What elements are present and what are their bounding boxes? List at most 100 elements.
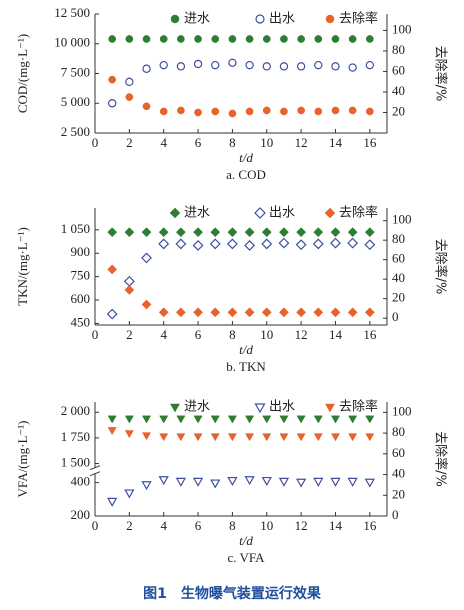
data-point	[193, 415, 203, 424]
data-point	[262, 433, 272, 442]
data-point	[227, 307, 238, 318]
axis-break	[89, 465, 101, 477]
data-point	[279, 433, 289, 442]
data-point	[193, 433, 203, 442]
data-point	[347, 307, 358, 318]
data-point	[176, 415, 186, 424]
y2-tick-label: 100	[392, 21, 412, 36]
data-point	[296, 307, 307, 318]
data-point	[141, 415, 152, 424]
data-point	[279, 62, 289, 71]
data-point	[330, 237, 341, 249]
data-point	[331, 62, 340, 71]
data-point	[330, 477, 341, 487]
data-point	[124, 489, 135, 499]
data-point	[158, 307, 169, 318]
y-tick-label: 900	[71, 244, 91, 259]
data-point	[245, 35, 254, 43]
x-tick-label: 2	[126, 518, 133, 533]
y-tick-label: 7 500	[61, 64, 90, 79]
data-point	[175, 238, 187, 250]
data-point	[141, 432, 152, 441]
data-point	[261, 307, 272, 318]
y2-tick-label: 20	[392, 290, 405, 305]
x-tick-label: 2	[126, 327, 133, 342]
data-point	[365, 433, 375, 442]
x-tick-label: 6	[195, 327, 202, 342]
legend-marker	[324, 207, 336, 219]
y2-tick-label: 40	[392, 466, 405, 481]
y-axis-label: COD/(mg·L⁻¹)	[15, 34, 30, 113]
data-point	[297, 106, 305, 115]
data-point	[278, 307, 289, 318]
data-point	[141, 227, 152, 238]
y2-tick-label: 80	[392, 424, 405, 439]
data-point	[312, 238, 324, 250]
x-axis-label: t/d	[239, 150, 253, 165]
data-point	[245, 60, 254, 70]
data-point	[278, 477, 290, 487]
x-tick-label: 8	[229, 518, 236, 533]
data-point	[280, 107, 288, 116]
data-point	[107, 227, 118, 238]
legend-marker	[255, 14, 265, 24]
data-point	[123, 275, 135, 287]
data-point	[124, 284, 135, 295]
data-point	[296, 62, 306, 71]
data-point	[210, 307, 221, 318]
data-point	[192, 239, 204, 251]
y-tick-label: 1 750	[61, 429, 90, 444]
data-point	[347, 227, 358, 238]
data-point	[107, 99, 117, 108]
y-tick-label: 400	[71, 474, 91, 489]
data-point	[348, 415, 358, 424]
y2-axis-label: 去除率/%	[433, 46, 449, 102]
y2-tick-label: 80	[392, 231, 405, 246]
legend-marker	[170, 14, 180, 24]
x-axis-label: t/d	[239, 342, 253, 357]
data-point	[107, 497, 118, 507]
data-point	[330, 433, 341, 442]
x-tick-label: 16	[363, 518, 377, 533]
x-tick-label: 12	[295, 135, 308, 150]
data-point	[297, 35, 305, 43]
y2-tick-label: 20	[392, 103, 405, 118]
y2-tick-label: 20	[392, 486, 405, 501]
data-point	[245, 107, 254, 116]
data-point	[228, 58, 237, 67]
x-tick-label: 10	[260, 327, 273, 342]
data-point	[142, 102, 151, 111]
data-point	[348, 106, 357, 115]
data-point	[159, 415, 169, 424]
x-tick-label: 4	[160, 135, 167, 150]
chart-caption: c. VFA	[227, 550, 265, 565]
x-tick-label: 8	[229, 327, 236, 342]
data-point	[244, 307, 255, 318]
data-point	[330, 415, 341, 424]
legend-marker	[325, 403, 335, 413]
y2-axis-label: 去除率/%	[433, 431, 449, 487]
data-point	[331, 35, 340, 43]
data-point	[108, 35, 117, 43]
data-point	[245, 433, 255, 442]
data-point	[125, 77, 134, 87]
chart-caption: a. COD	[226, 167, 266, 182]
data-point	[159, 433, 169, 442]
data-point	[177, 35, 185, 43]
data-point	[364, 239, 376, 251]
x-tick-label: 14	[329, 327, 343, 342]
data-point	[330, 227, 341, 238]
y2-tick-label: 60	[392, 62, 405, 77]
data-point	[348, 63, 357, 72]
data-point	[348, 433, 358, 442]
data-point	[261, 227, 272, 238]
x-tick-label: 10	[260, 135, 273, 150]
legend-marker	[325, 14, 335, 24]
data-point	[107, 264, 118, 275]
x-tick-label: 2	[126, 135, 133, 150]
x-tick-label: 6	[195, 135, 202, 150]
data-point	[210, 433, 220, 442]
x-tick-label: 4	[160, 518, 167, 533]
y-tick-label: 450	[71, 314, 91, 329]
data-point	[227, 476, 238, 486]
